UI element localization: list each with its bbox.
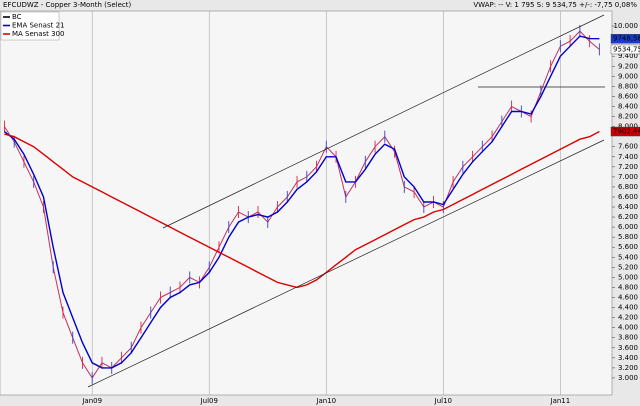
y-tick-label: 5.600: [618, 243, 638, 251]
y-tick-label: 5.200: [618, 263, 638, 271]
y-tick-label: 6.600: [618, 193, 638, 201]
y-tick-label: 4.600: [618, 293, 638, 301]
price-tag: [610, 44, 640, 55]
y-tick-label: 6.400: [618, 203, 638, 211]
x-tick-label: Jul09: [200, 397, 218, 405]
plot-area: [0, 10, 613, 396]
y-tick-label: 10.000: [614, 22, 639, 30]
y-tick-label: 3.000: [618, 374, 638, 382]
series-line: [3, 35, 600, 369]
y-tick-label: 8.200: [618, 113, 638, 121]
price-tag-label: 7902,44: [613, 128, 640, 136]
series-line: [4, 130, 600, 289]
y-tick-label: 5.800: [618, 233, 638, 241]
y-tick-label: 9.200: [618, 62, 638, 70]
legend-label: BC: [12, 13, 22, 21]
legend: [0, 11, 60, 41]
y-tick-label: 7.000: [618, 173, 638, 181]
y-tick-label: 7.200: [618, 163, 638, 171]
y-tick-label: 6.200: [618, 213, 638, 221]
y-tick-label: 7.400: [618, 153, 638, 161]
legend-label: EMA Senast 21: [12, 22, 64, 30]
y-tick-label: 5.400: [618, 253, 638, 261]
quote-info: VWAP: -- V: 1 795 S: 9 534,75 +/-: -7,75…: [473, 1, 637, 9]
x-tick-label: Jan10: [315, 397, 336, 405]
y-tick-label: 3.800: [618, 334, 638, 342]
price-tag-label: 9534,75: [613, 45, 640, 53]
y-tick-label: 3.400: [618, 354, 638, 362]
y-tick-label: 8.800: [618, 82, 638, 90]
y-tick-label: 7.600: [618, 143, 638, 151]
x-tick-label: Jul10: [434, 397, 452, 405]
x-tick-label: Jan11: [550, 397, 571, 405]
y-tick-label: 4.800: [618, 283, 638, 291]
series-line: [3, 30, 600, 379]
price-tag: [610, 33, 640, 44]
y-tick-label: 4.400: [618, 304, 638, 312]
y-tick-label: 6.000: [618, 223, 638, 231]
trend-line: [87, 139, 605, 388]
trend-line: [162, 14, 605, 229]
y-tick-label: 9.400: [618, 52, 638, 60]
y-tick-label: 4.000: [618, 324, 638, 332]
y-tick-label: 3.200: [618, 364, 638, 372]
price-tag: [610, 126, 640, 137]
y-tick-label: 4.200: [618, 314, 638, 322]
y-tick-label: 8.400: [618, 102, 638, 110]
legend-label: MA Senast 300: [12, 30, 65, 38]
y-tick-label: 3.600: [618, 344, 638, 352]
y-tick-label: 6.800: [618, 183, 638, 191]
chart-title: EFCUDWZ - Copper 3-Month (Select): [3, 1, 131, 9]
y-tick-label: 5.000: [618, 273, 638, 281]
price-tag-label: 9748,56: [613, 35, 640, 43]
x-tick-label: Jan09: [81, 397, 102, 405]
y-tick-label: 9.000: [618, 72, 638, 80]
y-tick-label: 8.600: [618, 92, 638, 100]
y-tick-label: 8.000: [618, 123, 638, 131]
